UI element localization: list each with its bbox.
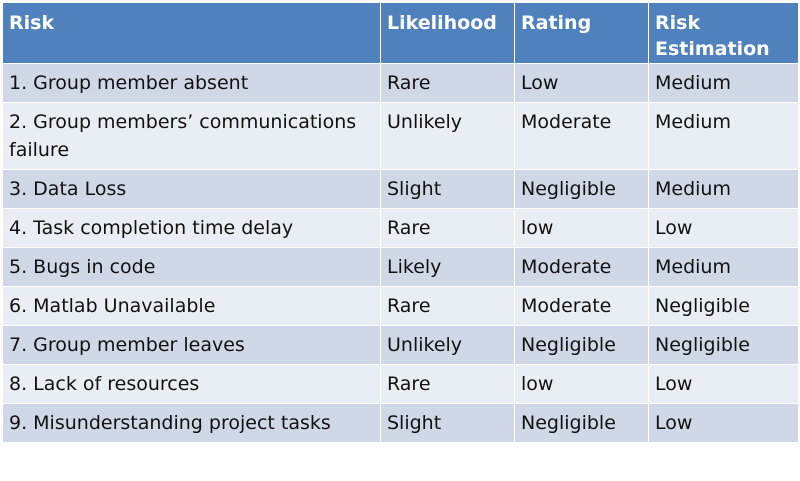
cell-risk-estimation: Low [648, 364, 799, 404]
cell-likelihood: Rare [380, 208, 515, 248]
cell-rating: low [514, 364, 649, 404]
header-risk-estimation: Risk Estimation [648, 2, 799, 64]
cell-risk-estimation: Medium [648, 247, 799, 287]
cell-risk: 8. Lack of resources [2, 364, 381, 404]
cell-risk: 5. Bugs in code [2, 247, 381, 287]
cell-risk-estimation: Low [648, 208, 799, 248]
cell-rating: Moderate [514, 102, 649, 170]
table-row: 4. Task completion time delay Rare low L… [2, 208, 799, 248]
cell-likelihood: Unlikely [380, 325, 515, 365]
table-row: 8. Lack of resources Rare low Low [2, 364, 799, 404]
cell-risk-estimation: Negligible [648, 325, 799, 365]
table-header-row: Risk Likelihood Rating Risk Estimation [2, 2, 799, 64]
cell-rating: Negligible [514, 403, 649, 443]
cell-likelihood: Slight [380, 403, 515, 443]
cell-risk: 7. Group member leaves [2, 325, 381, 365]
header-likelihood: Likelihood [380, 2, 515, 64]
cell-risk: 1. Group member absent [2, 63, 381, 103]
cell-rating: Negligible [514, 325, 649, 365]
header-risk: Risk [2, 2, 381, 64]
cell-risk-estimation: Medium [648, 169, 799, 209]
table-row: 5. Bugs in code Likely Moderate Medium [2, 247, 799, 287]
cell-risk: 4. Task completion time delay [2, 208, 381, 248]
cell-risk-estimation: Medium [648, 102, 799, 170]
cell-risk-estimation: Negligible [648, 286, 799, 326]
table-row: 7. Group member leaves Unlikely Negligib… [2, 325, 799, 365]
cell-risk-estimation: Medium [648, 63, 799, 103]
cell-risk-estimation: Low [648, 403, 799, 443]
cell-likelihood: Unlikely [380, 102, 515, 170]
cell-rating: Moderate [514, 247, 649, 287]
table-row: 3. Data Loss Slight Negligible Medium [2, 169, 799, 209]
cell-likelihood: Rare [380, 364, 515, 404]
risk-table: Risk Likelihood Rating Risk Estimation 1… [2, 2, 799, 443]
cell-likelihood: Rare [380, 286, 515, 326]
cell-rating: Moderate [514, 286, 649, 326]
table-row: 2. Group members’ communications failure… [2, 102, 799, 170]
cell-rating: Low [514, 63, 649, 103]
cell-risk: 6. Matlab Unavailable [2, 286, 381, 326]
table-row: 6. Matlab Unavailable Rare Moderate Negl… [2, 286, 799, 326]
cell-risk: 9. Misunderstanding project tasks [2, 403, 381, 443]
cell-rating: low [514, 208, 649, 248]
table-row: 1. Group member absent Rare Low Medium [2, 63, 799, 103]
table-row: 9. Misunderstanding project tasks Slight… [2, 403, 799, 443]
cell-rating: Negligible [514, 169, 649, 209]
cell-likelihood: Rare [380, 63, 515, 103]
header-rating: Rating [514, 2, 649, 64]
cell-likelihood: Slight [380, 169, 515, 209]
cell-risk: 2. Group members’ communications failure [2, 102, 381, 170]
cell-likelihood: Likely [380, 247, 515, 287]
cell-risk: 3. Data Loss [2, 169, 381, 209]
